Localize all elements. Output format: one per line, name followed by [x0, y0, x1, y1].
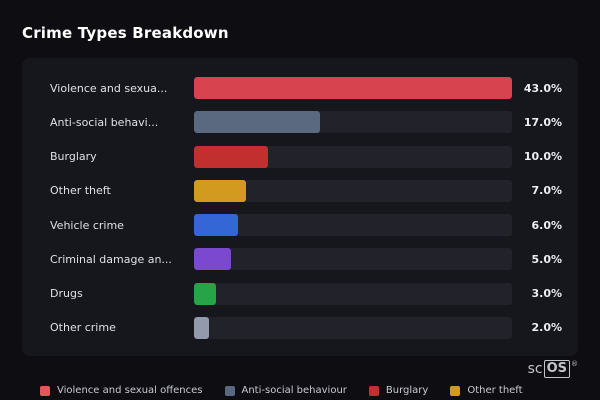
legend-label: Other theft: [467, 385, 523, 396]
chart-row: Anti-social behavi... 17.0%: [36, 110, 564, 134]
chart-row: Criminal damage an... 5.0%: [36, 247, 564, 271]
chart-row: Other theft 7.0%: [36, 179, 564, 203]
category-label: Other theft: [50, 184, 111, 198]
legend-item[interactable]: Anti-social behaviour: [224, 385, 347, 396]
bar[interactable]: [194, 214, 239, 237]
bar-track: [194, 282, 512, 305]
value-label: 3.0%: [531, 287, 562, 301]
value-label: 17.0%: [523, 115, 562, 129]
bar[interactable]: [194, 282, 217, 305]
legend-label: Burglary: [385, 385, 429, 396]
legend: Violence and sexual offences Anti-social…: [40, 385, 600, 396]
bar-track: [194, 77, 512, 99]
chart-card: Violence and sexua... 43.0% Anti-social …: [22, 58, 578, 356]
bar-track: [194, 316, 512, 339]
category-label: Criminal damage an...: [50, 252, 172, 266]
chart-row: Vehicle crime 6.0%: [36, 213, 564, 237]
legend-swatch: [224, 385, 235, 396]
logo-box-text: OS: [543, 360, 570, 378]
value-label: 43.0%: [523, 81, 562, 95]
category-label: Drugs: [50, 287, 83, 301]
category-label: Anti-social behavi...: [50, 115, 159, 129]
bar[interactable]: [194, 248, 231, 271]
bar[interactable]: [194, 111, 320, 134]
scos-logo: sc OS ®: [528, 360, 578, 378]
bar[interactable]: [194, 179, 246, 202]
legend-label: Violence and sexual offences: [57, 385, 203, 396]
value-label: 6.0%: [531, 218, 562, 232]
bar[interactable]: [194, 316, 209, 339]
bar[interactable]: [194, 145, 268, 168]
value-label: 5.0%: [531, 252, 562, 266]
bar-track: [194, 145, 512, 168]
bar-track: [194, 214, 512, 237]
bar-track: [194, 179, 512, 202]
legend-swatch: [450, 385, 461, 396]
value-label: 7.0%: [531, 184, 562, 198]
legend-item[interactable]: Burglary: [368, 385, 429, 396]
bar-chart: Violence and sexua... 43.0% Anti-social …: [36, 76, 564, 340]
chart-row: Drugs 3.0%: [36, 282, 564, 306]
logo-prefix-text: sc: [527, 361, 543, 377]
chart-row: Other crime 2.0%: [36, 316, 564, 340]
chart-row: Burglary 10.0%: [36, 145, 564, 169]
category-label: Other crime: [50, 321, 116, 335]
category-label: Vehicle crime: [50, 218, 124, 232]
value-label: 10.0%: [523, 150, 562, 164]
legend-label: Anti-social behaviour: [241, 385, 347, 396]
value-label: 2.0%: [531, 321, 562, 335]
page-title: Crime Types Breakdown: [22, 24, 229, 42]
bar-track: [194, 248, 512, 271]
legend-swatch: [368, 385, 379, 396]
bar-track: [194, 111, 512, 134]
bar[interactable]: [194, 77, 512, 99]
category-label: Burglary: [50, 150, 97, 164]
category-label: Violence and sexua...: [50, 81, 168, 95]
chart-row: Violence and sexua... 43.0%: [36, 76, 564, 100]
legend-item[interactable]: Violence and sexual offences: [40, 385, 203, 396]
legend-swatch: [40, 385, 50, 396]
logo-registered-mark: ®: [571, 360, 578, 368]
legend-item[interactable]: Other theft: [450, 385, 523, 396]
